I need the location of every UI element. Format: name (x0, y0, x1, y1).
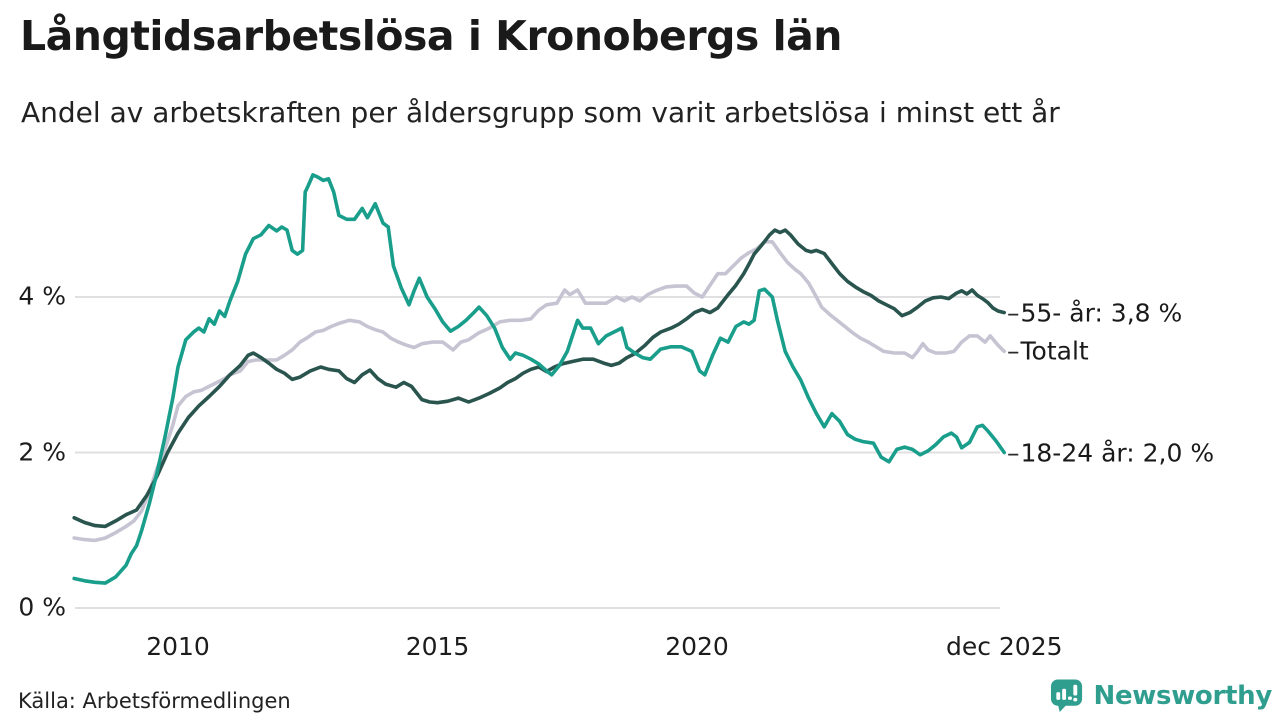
series-end-label-totalt: – Totalt (1007, 337, 1089, 366)
y-axis-label-4pct: 4 % (18, 281, 66, 311)
series-end-label-text: Totalt (1020, 336, 1089, 366)
x-axis-label-2010: 2010 (146, 632, 210, 661)
x-axis-label-2020: 2020 (665, 632, 729, 661)
series-end-label-text: 18-24 år: 2,0 % (1020, 438, 1215, 467)
series-line-55 (72, 228, 1006, 529)
series-line-18-24 (72, 173, 1006, 585)
chart-subtitle: Andel av arbetskraften per åldersgrupp s… (21, 96, 1060, 129)
y-axis-label-2pct: 2 % (18, 436, 66, 466)
x-axis-label-dec-2025: dec 2025 (945, 632, 1063, 661)
line-end-tick: – (1007, 438, 1020, 467)
y-axis-label-0pct: 0 % (18, 592, 66, 622)
newsworthy-logo-icon (1050, 679, 1082, 713)
line-end-tick: – (1007, 298, 1020, 328)
series-end-label-55: – 55- år: 3,8 % (1007, 298, 1182, 327)
chart-title: Långtidsarbetslösa i Kronobergs län (20, 12, 843, 60)
source-note: Källa: Arbetsförmedlingen (18, 689, 291, 713)
newsworthy-logo-text: Newsworthy (1093, 680, 1273, 711)
gridlines (75, 296, 1000, 609)
newsworthy-logo: Newsworthy (1050, 678, 1272, 713)
series-end-label-18-24: – 18-24 år: 2,0 % (1007, 438, 1214, 467)
series-end-label-text: 55- år: 3,8 % (1020, 298, 1183, 328)
x-axis-label-2015: 2015 (405, 632, 470, 661)
line-end-tick: – (1007, 336, 1020, 366)
